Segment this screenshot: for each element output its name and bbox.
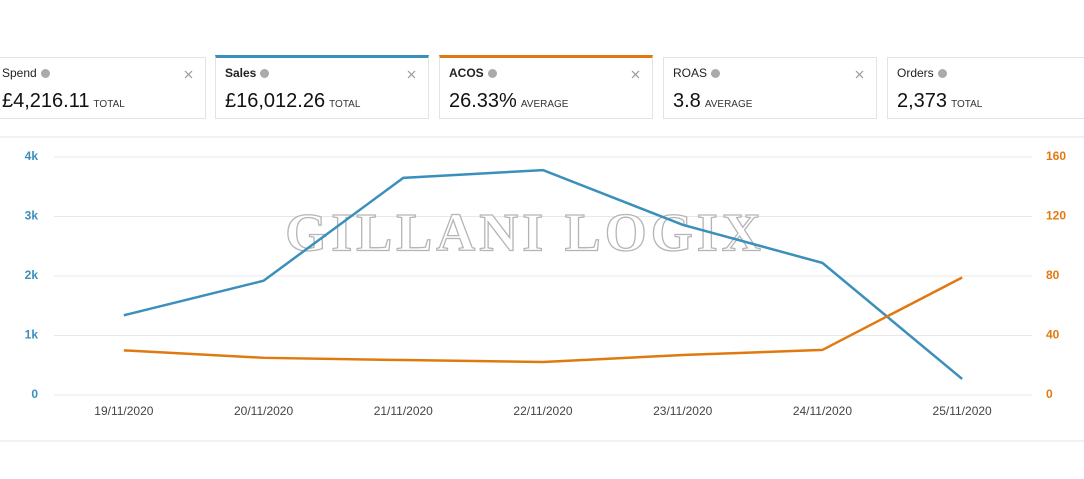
x-tick-label: 21/11/2020 — [374, 404, 433, 418]
x-tick-label: 23/11/2020 — [653, 404, 712, 418]
y-tick-label: 4k — [25, 149, 39, 163]
metric-value: £16,012.26 — [225, 90, 326, 112]
metric-name: ROAS — [673, 66, 721, 80]
y-tick-label: 3k — [25, 209, 39, 223]
metric-value: £4,216.11 — [2, 90, 90, 112]
metric-unit: AVERAGE — [704, 99, 753, 110]
metric-card[interactable]: Orders 2,373 TOTAL — [887, 57, 1084, 119]
info-icon — [937, 69, 947, 78]
y-tick-label: 1k — [25, 328, 39, 342]
y-tick-label: 0 — [31, 387, 38, 401]
metric-unit: TOTAL — [93, 99, 125, 110]
info-icon — [260, 69, 270, 78]
metric-name: Sales — [225, 66, 270, 80]
y-tick-label: 2k — [25, 268, 39, 282]
metric-card[interactable]: Spend £4,216.11 TOTAL — [0, 57, 206, 119]
metric-card[interactable]: ACOS 26.33% AVERAGE — [439, 55, 653, 119]
x-tick-label: 20/11/2020 — [234, 404, 293, 418]
close-icon[interactable] — [631, 70, 640, 79]
metric-unit: AVERAGE — [520, 99, 569, 110]
x-tick-label: 22/11/2020 — [513, 404, 572, 418]
metric-value: 2,373 — [897, 90, 948, 112]
close-icon[interactable] — [855, 70, 864, 79]
metric-value: 3.8 — [673, 90, 701, 112]
y2-tick-label: 120 — [1046, 209, 1066, 223]
series-line — [123, 276, 963, 364]
metric-unit: TOTAL — [951, 99, 983, 110]
info-icon — [40, 69, 50, 78]
metric-unit: TOTAL — [329, 99, 361, 110]
x-tick-label: 19/11/2020 — [94, 404, 153, 418]
metric-card[interactable]: Sales £16,012.26 TOTAL — [215, 55, 429, 119]
x-tick-label: 24/11/2020 — [793, 404, 852, 418]
info-icon — [711, 69, 721, 78]
close-icon[interactable] — [407, 70, 416, 79]
info-icon — [487, 69, 497, 78]
metric-name: ACOS — [449, 66, 497, 80]
y2-tick-label: 80 — [1046, 268, 1060, 282]
y2-tick-label: 160 — [1046, 149, 1066, 163]
metric-name: Orders — [897, 66, 947, 80]
close-icon[interactable] — [184, 70, 193, 79]
metric-name: Spend — [2, 66, 50, 80]
watermark: GILLANI LOGIX — [285, 202, 765, 262]
series-line — [123, 168, 963, 380]
metric-card[interactable]: ROAS 3.8 AVERAGE — [663, 57, 877, 119]
x-tick-label: 25/11/2020 — [933, 404, 992, 418]
metric-value: 26.33% — [449, 90, 517, 112]
y2-tick-label: 40 — [1046, 328, 1060, 342]
y2-tick-label: 0 — [1046, 387, 1053, 401]
